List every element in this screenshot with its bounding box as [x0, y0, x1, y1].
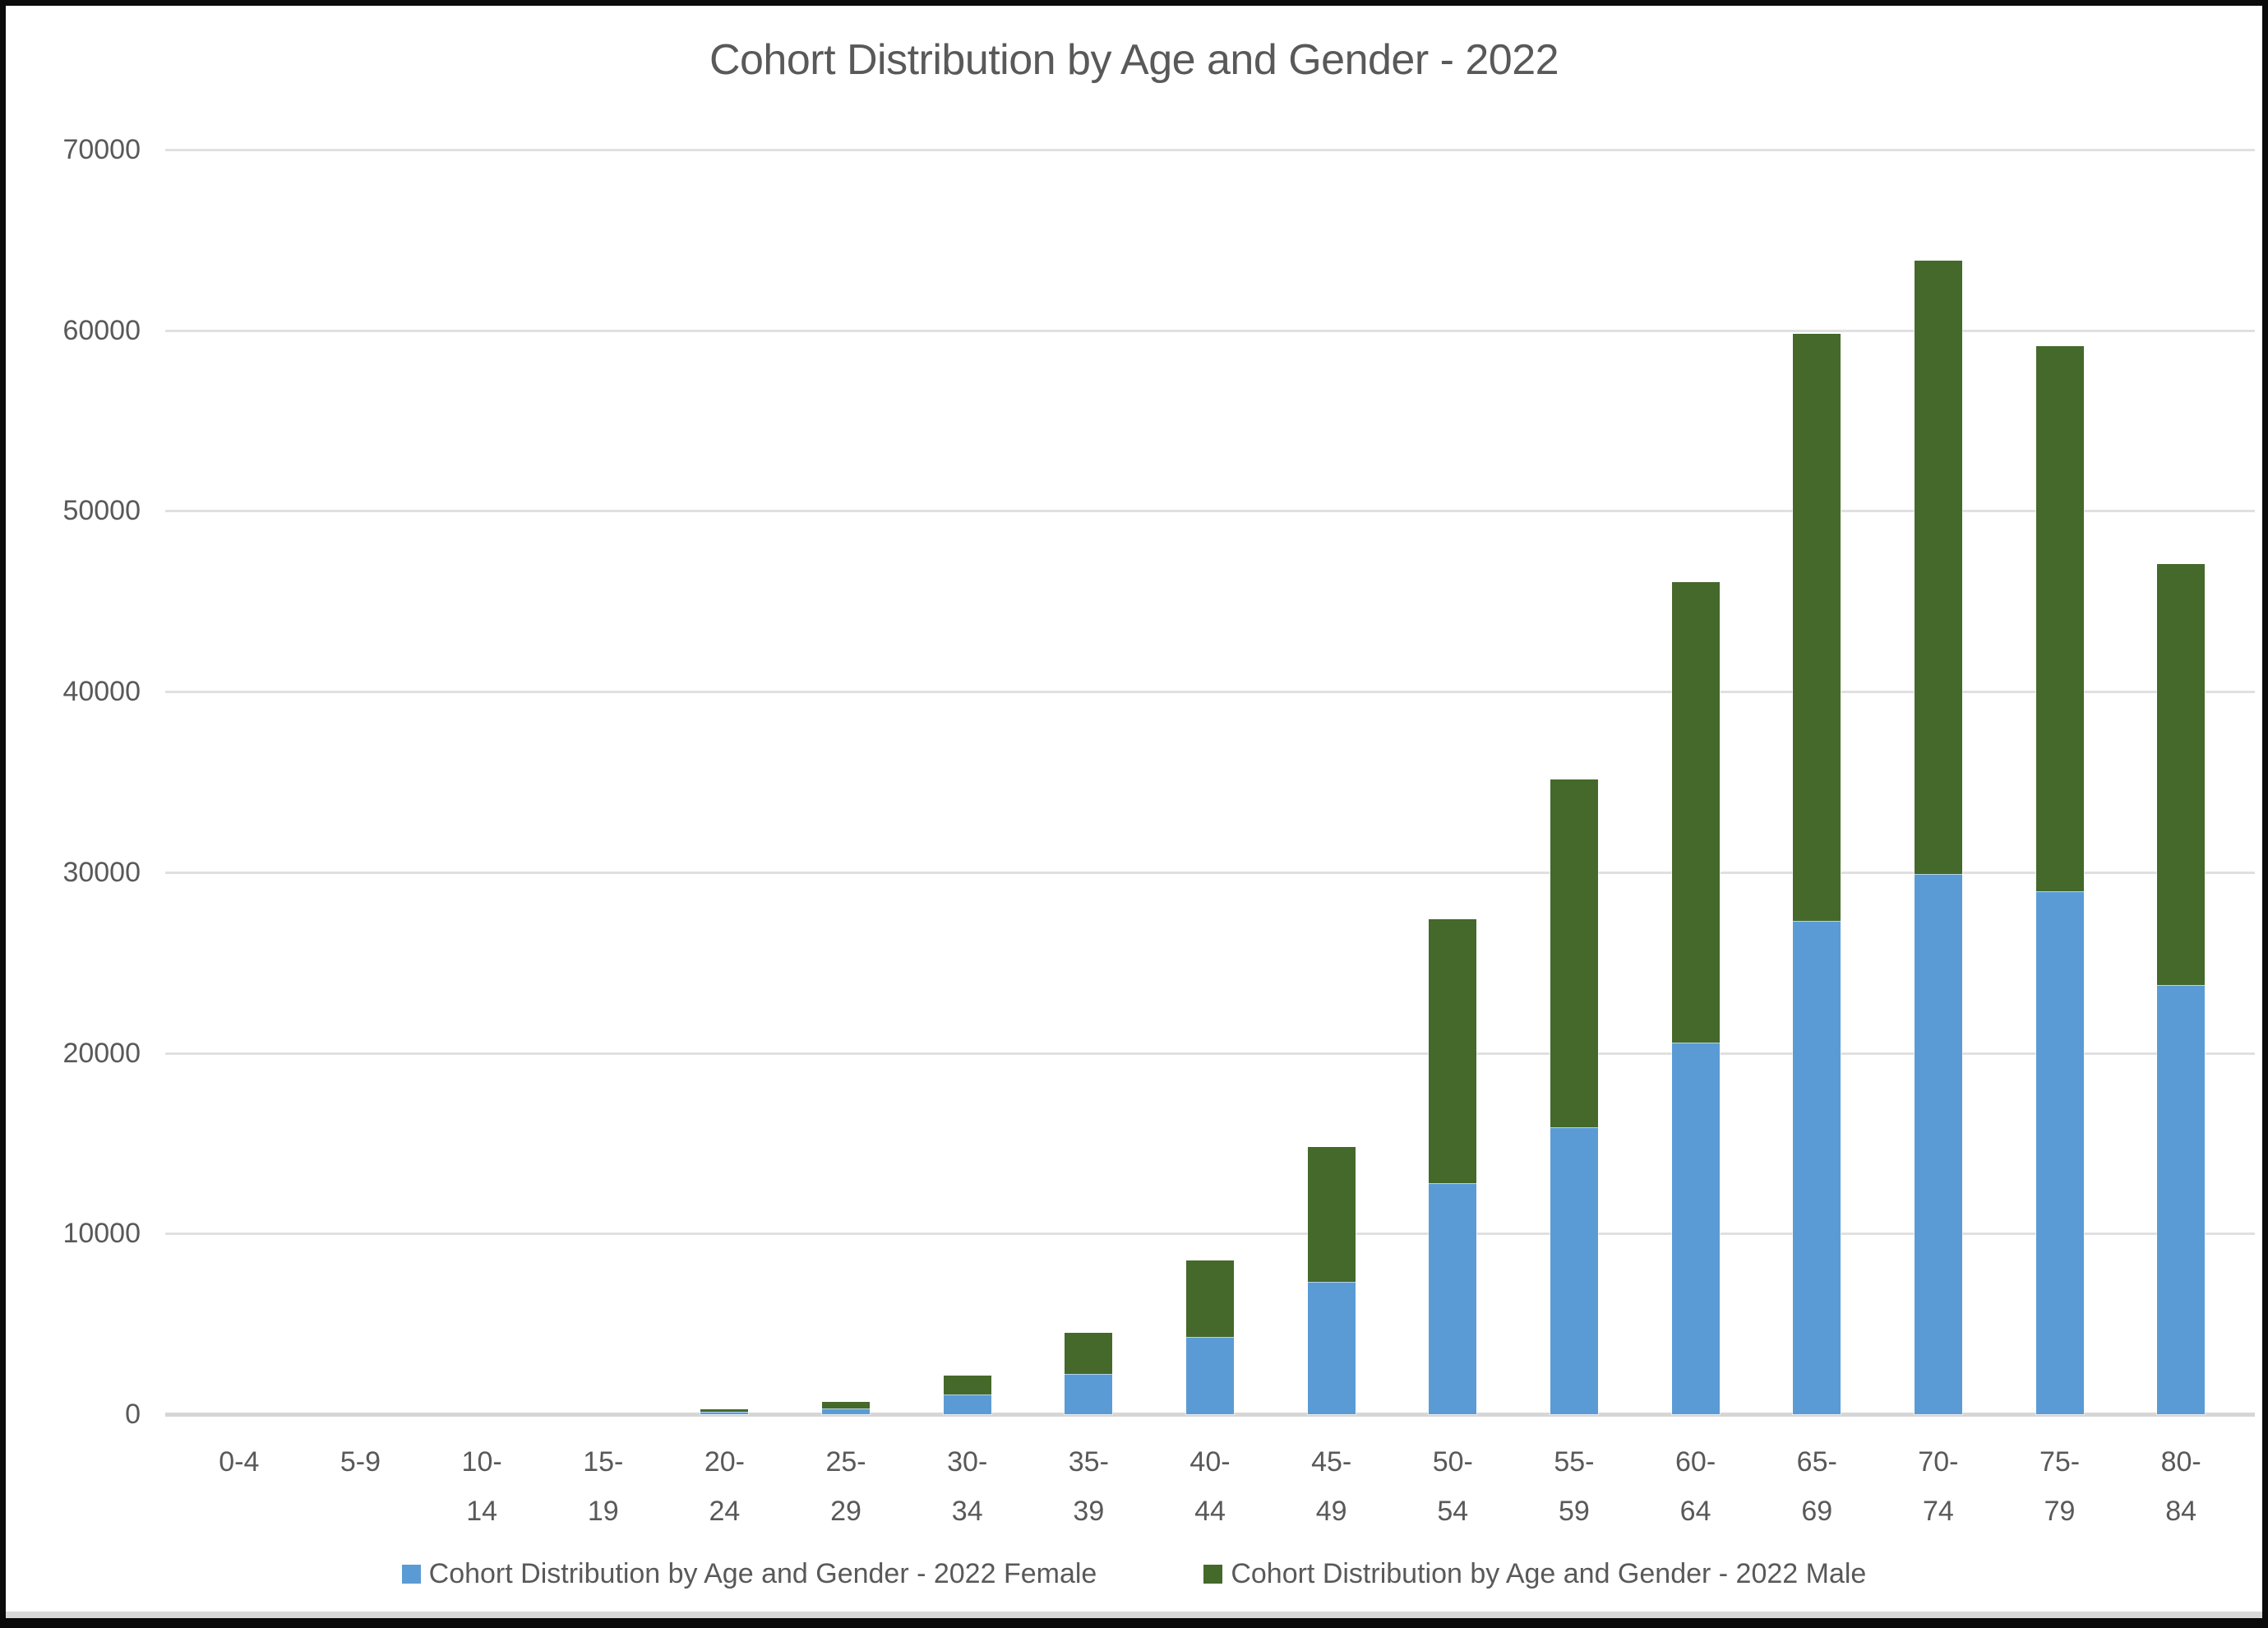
bar-slot-55-59 [1513, 150, 1635, 1415]
legend-item-female[interactable]: Cohort Distribution by Age and Gender - … [401, 1558, 1097, 1590]
x-tick-label-0-4: 0-4 [219, 1446, 260, 1478]
x-tick-label-60-64: 60- 64 [1675, 1446, 1716, 1527]
bar-segment-female-20-24[interactable] [700, 1411, 750, 1415]
bar-slot-75-79 [1999, 150, 2121, 1416]
bar-segment-male-25-29[interactable] [821, 1400, 871, 1409]
x-tick-label-50-54: 50- 54 [1432, 1446, 1473, 1527]
bar-slot-65-69 [1756, 150, 1878, 1415]
bar-slot-50-54 [1392, 150, 1513, 1416]
bar-slot-30-34 [907, 150, 1028, 1416]
bar-segment-female-70-74[interactable] [1913, 873, 1963, 1415]
bar-segment-female-65-69[interactable] [1792, 920, 1842, 1415]
legend: Cohort Distribution by Age and Gender - … [6, 1558, 2262, 1590]
gridline [165, 149, 2255, 151]
bar-segment-female-25-29[interactable] [821, 1407, 871, 1416]
bar-segment-male-75-79[interactable] [2035, 345, 2085, 892]
bar-segment-female-30-34[interactable] [942, 1393, 992, 1416]
bar-segment-female-75-79[interactable] [2035, 890, 2085, 1416]
bar-slot-0-4 [178, 150, 300, 1414]
bar-slot-40-44 [1149, 150, 1271, 1416]
bar-segment-female-40-44[interactable] [1185, 1335, 1235, 1416]
bar-segment-female-50-54[interactable] [1428, 1182, 1478, 1416]
bar-segment-male-80-84[interactable] [2156, 563, 2206, 987]
x-tick-label-35-39: 35- 39 [1068, 1446, 1109, 1527]
gridline [165, 1052, 2255, 1055]
x-tick-label-55-59: 55- 59 [1554, 1446, 1595, 1527]
plot-area [165, 149, 2255, 1417]
x-tick-label-10-14: 10- 14 [461, 1446, 502, 1527]
x-tick-label-65-69: 65- 69 [1796, 1446, 1837, 1527]
legend-swatch-female [401, 1565, 421, 1584]
bar-segment-male-65-69[interactable] [1792, 333, 1842, 923]
bar-segment-male-45-49[interactable] [1306, 1146, 1356, 1283]
y-tick-label: 70000 [62, 134, 141, 165]
gridline [165, 871, 2255, 874]
y-tick-label: 40000 [62, 676, 141, 708]
y-tick-label: 10000 [62, 1218, 141, 1250]
x-tick-label-30-34: 30- 34 [947, 1446, 988, 1527]
x-tick-label-70-74: 70- 74 [1918, 1446, 1959, 1527]
y-tick-label: 20000 [62, 1037, 141, 1069]
bar-slot-15-19 [543, 150, 664, 1414]
bar-segment-male-70-74[interactable] [1913, 260, 1963, 876]
x-tick-label-5-9: 5-9 [340, 1446, 381, 1478]
x-tick-label-40-44: 40- 44 [1189, 1446, 1231, 1527]
bar-segment-female-80-84[interactable] [2156, 984, 2206, 1415]
legend-label-male: Cohort Distribution by Age and Gender - … [1231, 1558, 1867, 1589]
x-tick-label-45-49: 45- 49 [1311, 1446, 1352, 1527]
bar-segment-male-20-24[interactable] [700, 1408, 750, 1413]
bar-segment-female-45-49[interactable] [1306, 1280, 1356, 1416]
bar-slot-5-9 [300, 150, 422, 1414]
bar-segment-male-60-64[interactable] [1670, 581, 1721, 1044]
bar-slot-60-64 [1635, 150, 1757, 1415]
bar-segment-female-35-39[interactable] [1064, 1373, 1114, 1415]
legend-label-female: Cohort Distribution by Age and Gender - … [428, 1558, 1097, 1589]
gridline [165, 691, 2255, 694]
x-tick-label-15-19: 15- 19 [583, 1446, 624, 1527]
bar-segment-male-35-39[interactable] [1064, 1331, 1114, 1376]
bar-slot-70-74 [1878, 150, 1999, 1415]
bar-slot-25-29 [785, 150, 907, 1416]
bar-segment-male-40-44[interactable] [1185, 1260, 1235, 1338]
bar-slot-20-24 [664, 150, 786, 1415]
x-tick-label-75-79: 75- 79 [2039, 1446, 2081, 1527]
x-axis-line [165, 1413, 2255, 1417]
bar-slot-10-14 [421, 150, 543, 1414]
bar-slot-35-39 [1028, 150, 1150, 1415]
bar-segment-male-50-54[interactable] [1428, 918, 1478, 1184]
bar-segment-male-30-34[interactable] [942, 1374, 992, 1395]
legend-item-male[interactable]: Cohort Distribution by Age and Gender - … [1203, 1558, 1866, 1590]
chart-title: Cohort Distribution by Age and Gender - … [709, 36, 1559, 84]
y-tick-label: 50000 [62, 495, 141, 527]
gridline [165, 1233, 2255, 1236]
bar-segment-male-55-59[interactable] [1549, 778, 1599, 1129]
y-tick-label: 0 [125, 1399, 141, 1430]
gridline [165, 329, 2255, 332]
bar-slot-45-49 [1271, 150, 1393, 1416]
gridline [165, 510, 2255, 513]
y-tick-label: 60000 [62, 314, 141, 346]
x-tick-label-20-24: 20- 24 [704, 1446, 745, 1527]
bottom-edge-strip [6, 1612, 2262, 1618]
x-tick-label-80-84: 80- 84 [2160, 1446, 2201, 1527]
legend-swatch-male [1203, 1565, 1223, 1584]
bar-segment-female-55-59[interactable] [1549, 1126, 1599, 1415]
bar-slot-80-84 [2120, 150, 2242, 1415]
bar-segment-female-60-64[interactable] [1670, 1042, 1721, 1415]
x-tick-label-25-29: 25- 29 [825, 1446, 866, 1527]
y-tick-label: 30000 [62, 856, 141, 888]
